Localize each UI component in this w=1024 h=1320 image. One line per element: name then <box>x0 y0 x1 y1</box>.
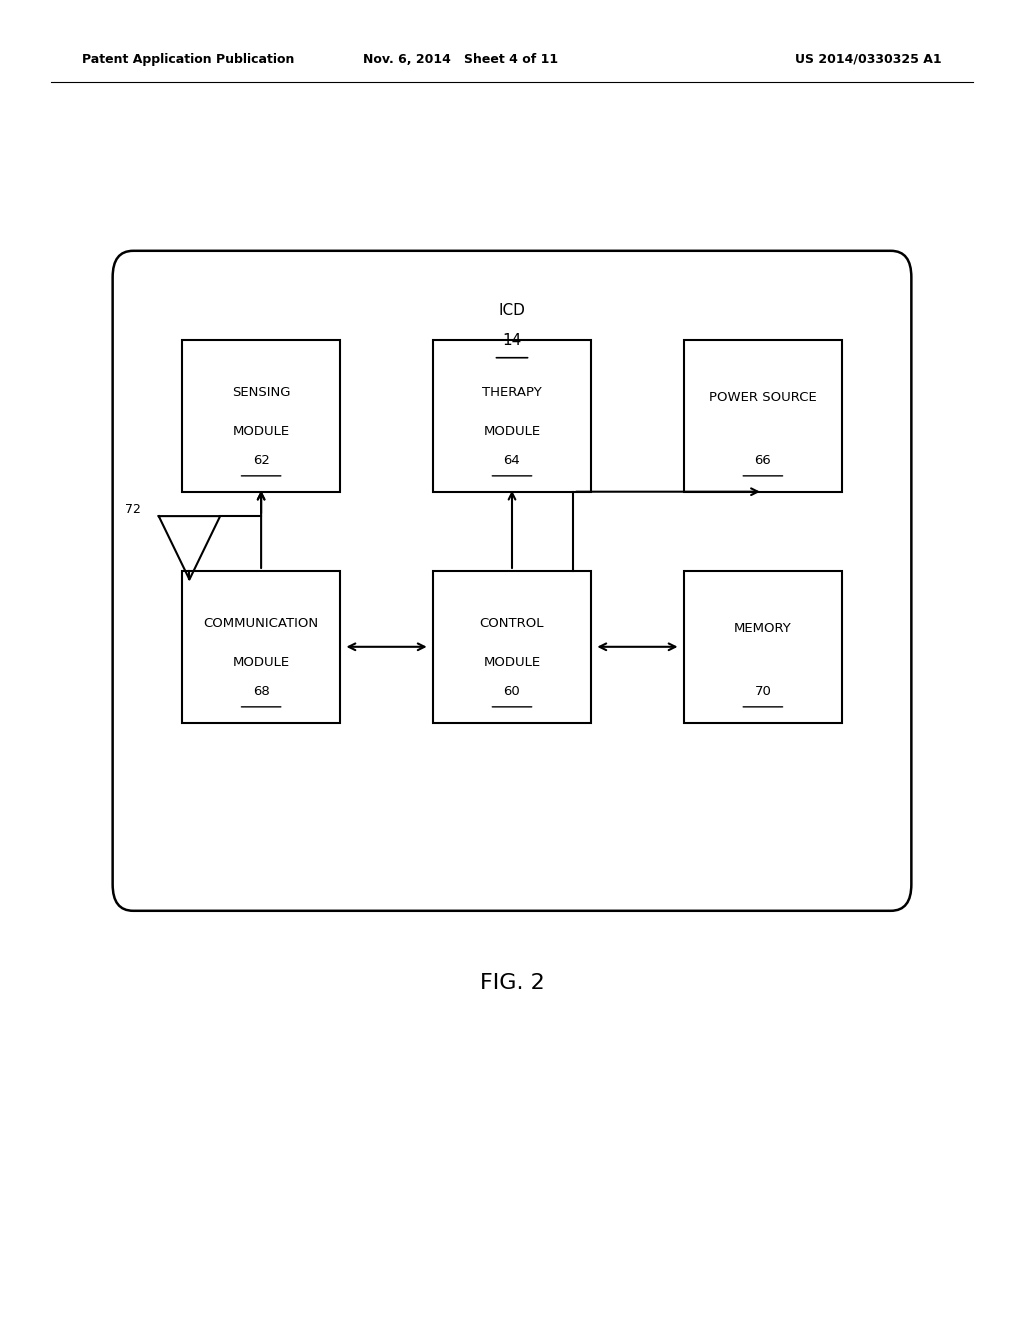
Text: Nov. 6, 2014   Sheet 4 of 11: Nov. 6, 2014 Sheet 4 of 11 <box>364 53 558 66</box>
Text: MODULE: MODULE <box>483 656 541 669</box>
Text: THERAPY: THERAPY <box>482 385 542 399</box>
Text: US 2014/0330325 A1: US 2014/0330325 A1 <box>796 53 942 66</box>
FancyBboxPatch shape <box>684 570 842 722</box>
FancyBboxPatch shape <box>684 339 842 491</box>
FancyBboxPatch shape <box>182 570 340 722</box>
Text: POWER SOURCE: POWER SOURCE <box>709 391 817 404</box>
FancyBboxPatch shape <box>113 251 911 911</box>
Text: Patent Application Publication: Patent Application Publication <box>82 53 294 66</box>
Text: MODULE: MODULE <box>232 656 290 669</box>
Text: 66: 66 <box>755 454 771 466</box>
Text: 60: 60 <box>504 685 520 697</box>
FancyBboxPatch shape <box>432 570 592 722</box>
Text: MEMORY: MEMORY <box>734 622 792 635</box>
Text: 70: 70 <box>755 685 771 697</box>
Text: SENSING: SENSING <box>231 385 291 399</box>
Text: 64: 64 <box>504 454 520 466</box>
Text: CONTROL: CONTROL <box>480 616 544 630</box>
FancyBboxPatch shape <box>432 339 592 491</box>
Text: COMMUNICATION: COMMUNICATION <box>204 616 318 630</box>
Text: 68: 68 <box>253 685 269 697</box>
Text: MODULE: MODULE <box>483 425 541 438</box>
Text: FIG. 2: FIG. 2 <box>479 973 545 994</box>
FancyBboxPatch shape <box>182 339 340 491</box>
Text: 14: 14 <box>503 333 521 348</box>
Text: ICD: ICD <box>499 302 525 318</box>
Text: MODULE: MODULE <box>232 425 290 438</box>
Text: 62: 62 <box>253 454 269 466</box>
Text: 72: 72 <box>125 503 141 516</box>
